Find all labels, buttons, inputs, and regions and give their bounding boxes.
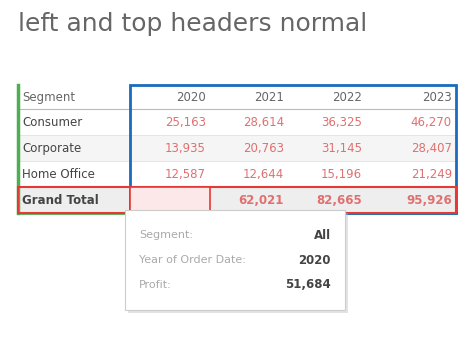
Text: Consumer: Consumer [22, 116, 82, 128]
Text: 2020: 2020 [176, 91, 206, 103]
Text: 36,325: 36,325 [320, 116, 361, 128]
Bar [125, 210, 344, 310]
Text: left and top headers normal: left and top headers normal [18, 12, 367, 36]
Bar [130, 85, 455, 213]
Bar [18, 187, 455, 213]
Text: 25,163: 25,163 [165, 116, 206, 128]
Text: 62,021: 62,021 [238, 194, 283, 206]
Text: All: All [313, 229, 330, 242]
Text: 46,270: 46,270 [410, 116, 451, 128]
Text: 12,587: 12,587 [165, 168, 206, 180]
Text: Profit:: Profit: [139, 280, 171, 290]
Text: 28,407: 28,407 [410, 142, 451, 154]
Text: Year of Order Date:: Year of Order Date: [139, 255, 245, 265]
Text: 51,684: 51,684 [285, 279, 330, 291]
Text: 12,644: 12,644 [242, 168, 283, 180]
Bar [18, 109, 455, 135]
Bar [130, 187, 209, 213]
Text: Grand Total: Grand Total [22, 194, 99, 206]
Text: 2020: 2020 [298, 254, 330, 266]
Text: 51,684: 51,684 [160, 194, 206, 206]
Text: 13,935: 13,935 [165, 142, 206, 154]
Text: Segment: Segment [22, 91, 75, 103]
Text: 20,763: 20,763 [242, 142, 283, 154]
Text: 31,145: 31,145 [320, 142, 361, 154]
Text: Home Office: Home Office [22, 168, 95, 180]
Text: 2023: 2023 [421, 91, 451, 103]
Text: 15,196: 15,196 [320, 168, 361, 180]
Bar [18, 161, 455, 187]
Text: Segment:: Segment: [139, 230, 193, 240]
Bar [128, 213, 347, 313]
Text: 2021: 2021 [254, 91, 283, 103]
Bar [18, 187, 455, 213]
Text: 28,614: 28,614 [242, 116, 283, 128]
Text: 82,665: 82,665 [316, 194, 361, 206]
Text: Corporate: Corporate [22, 142, 81, 154]
Text: 21,249: 21,249 [410, 168, 451, 180]
Bar [18, 135, 455, 161]
Bar [18, 85, 455, 109]
Text: 95,926: 95,926 [406, 194, 451, 206]
Text: 2022: 2022 [331, 91, 361, 103]
